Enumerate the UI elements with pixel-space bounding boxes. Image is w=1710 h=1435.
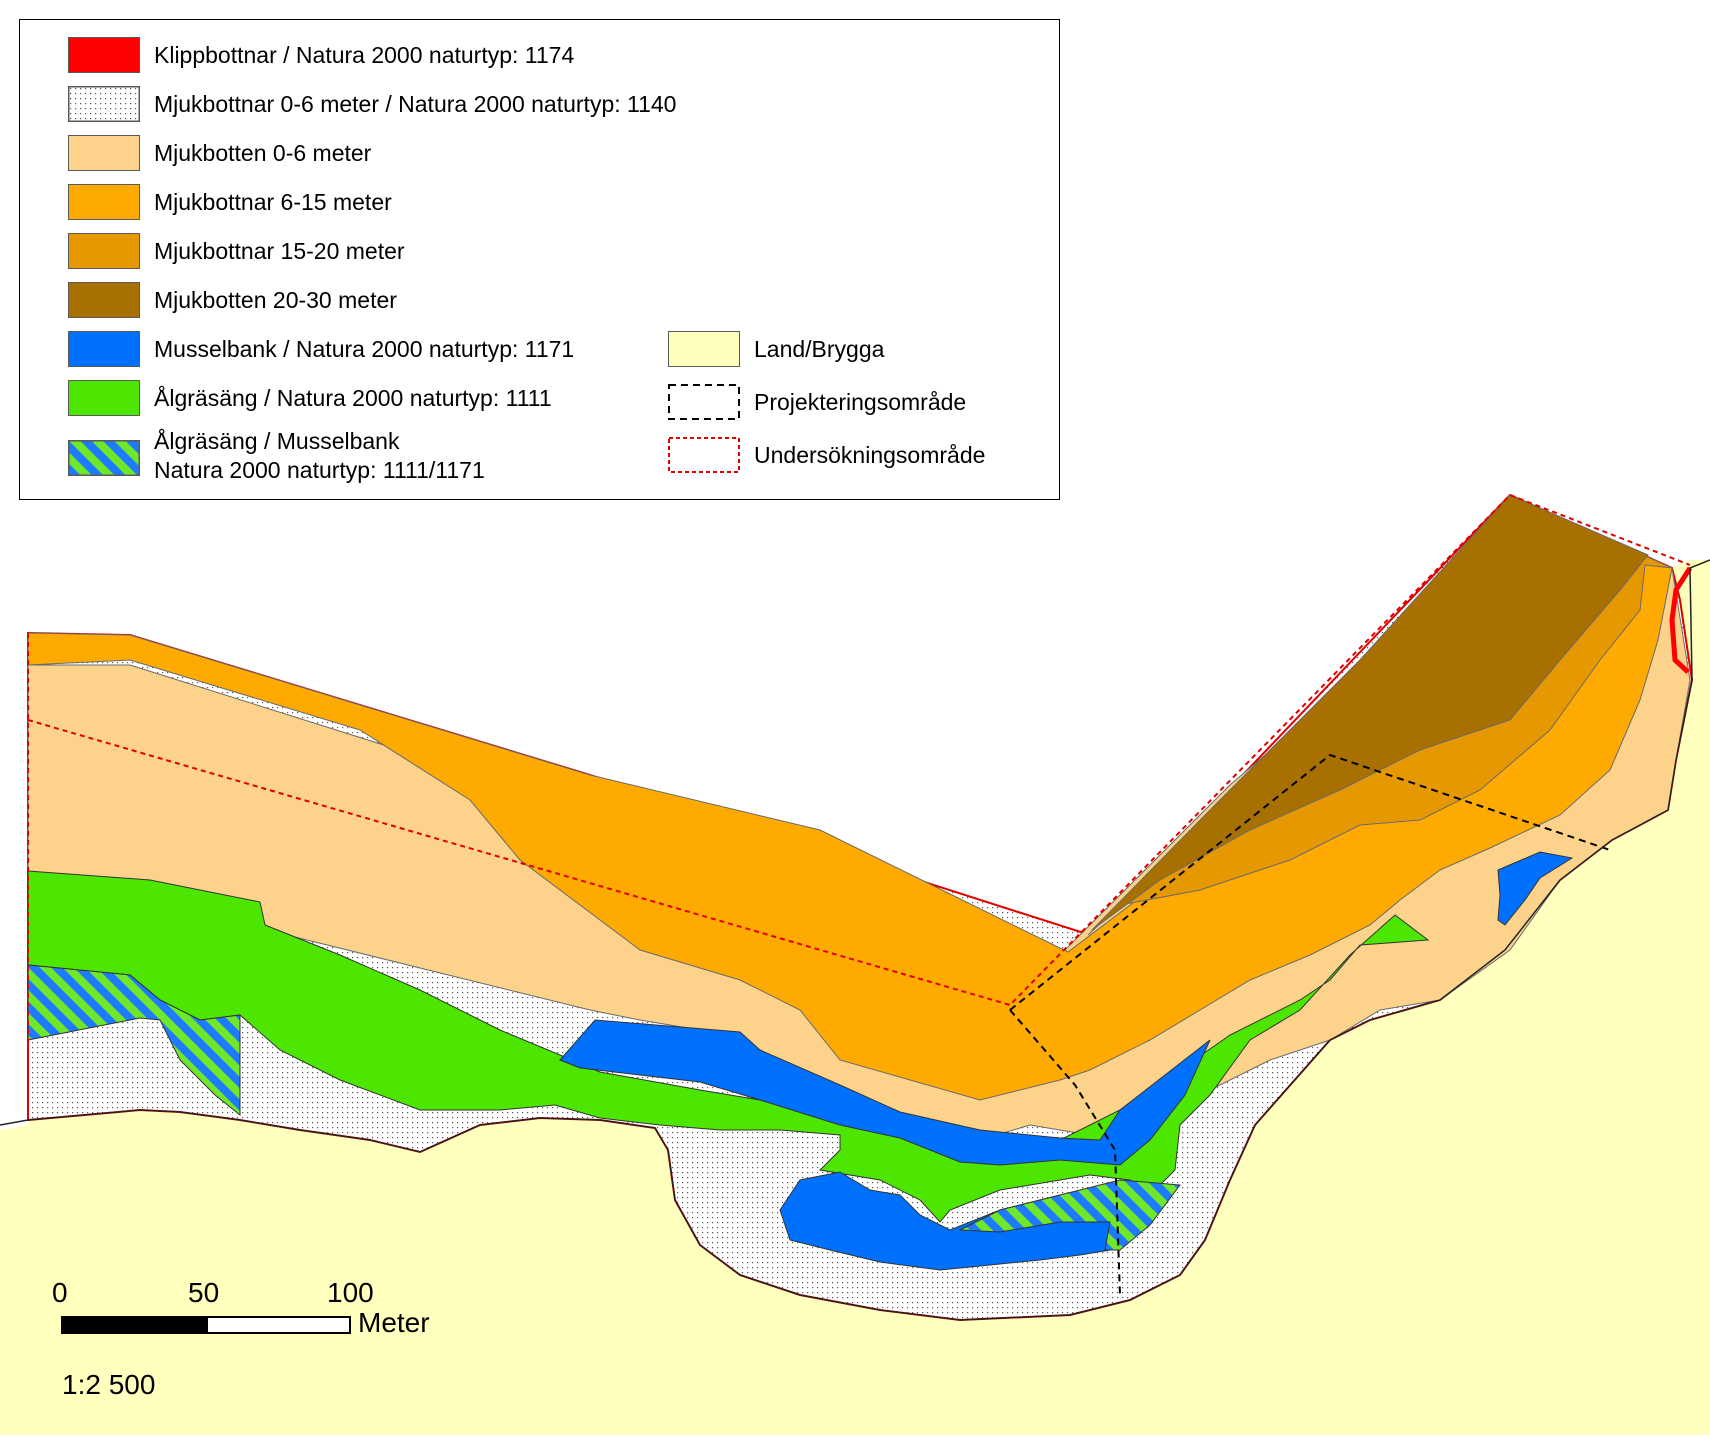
rock-bottom: [1669, 566, 1693, 674]
eelgrass-mussel-hatch-left: [27, 964, 241, 1117]
legend-label-soft-dotted: Mjukbottnar 0-6 meter / Natura 2000 natu…: [154, 91, 677, 117]
legend-label-eelgrass: Ålgräsäng / Natura 2000 naturtyp: 1111: [154, 385, 552, 411]
survey-area-outline: [27, 493, 1691, 1007]
soft-dotted-swatch: [68, 86, 140, 122]
legend-label-land: Land/Brygga: [754, 336, 885, 362]
soft-0-6-swatch: [68, 135, 140, 171]
legend-label-project-area: Projekteringsområde: [754, 389, 967, 415]
scale-tick-0: 0: [52, 1277, 68, 1308]
legend-label-rock: Klippbottnar / Natura 2000 naturtyp: 117…: [154, 42, 575, 68]
scale-bar-fill: [63, 1318, 208, 1332]
project-area-outline: [1009, 753, 1611, 1296]
legend-label-mussel: Musselbank / Natura 2000 naturtyp: 1171: [154, 336, 575, 362]
legend-label-survey-area: Undersökningsområde: [754, 442, 986, 468]
legend-label-soft-20-30: Mjukbotten 20-30 meter: [154, 287, 397, 313]
soft-20-30-swatch: [68, 282, 140, 318]
soft-6-15-swatch: [68, 184, 140, 220]
eelgrass-mussel-hatch-lower: [958, 1179, 1181, 1251]
soft-bottom-20-30: [1091, 494, 1649, 931]
project-area-swatch: [668, 384, 740, 420]
soft-15-20-swatch: [68, 233, 140, 269]
mussel-bank-right: [1497, 851, 1574, 926]
mussel-swatch: [68, 331, 140, 367]
survey-area-swatch: [668, 437, 740, 473]
scale-ratio: 1:2 500: [62, 1369, 156, 1400]
mussel-bank-upper: [559, 1019, 1211, 1166]
scale-tick-100: 100: [327, 1277, 374, 1308]
scale-unit: Meter: [358, 1307, 430, 1338]
scale-bar: [61, 1316, 351, 1334]
legend-label-eelgrass-mussel-2: Natura 2000 naturtyp: 1111/1171: [154, 457, 485, 483]
rock-swatch: [68, 37, 140, 73]
eelgrass-swatch: [68, 380, 140, 416]
eelgrass-mussel-swatch: [68, 440, 140, 476]
scale-tick-50: 50: [188, 1277, 220, 1308]
legend-label-soft-15-20: Mjukbottnar 15-20 meter: [154, 238, 405, 264]
shoreline: [0, 559, 1710, 1321]
legend-label-soft-0-6: Mjukbotten 0-6 meter: [154, 140, 372, 166]
map-legend: Klippbottnar / Natura 2000 naturtyp: 117…: [19, 19, 1060, 500]
legend-label-eelgrass-mussel-1: Ålgräsäng / Musselbank: [154, 428, 400, 454]
land-swatch: [668, 331, 740, 367]
eelgrass-meadow: [27, 870, 1430, 1223]
legend-label-soft-6-15: Mjukbottnar 6-15 meter: [154, 189, 392, 215]
